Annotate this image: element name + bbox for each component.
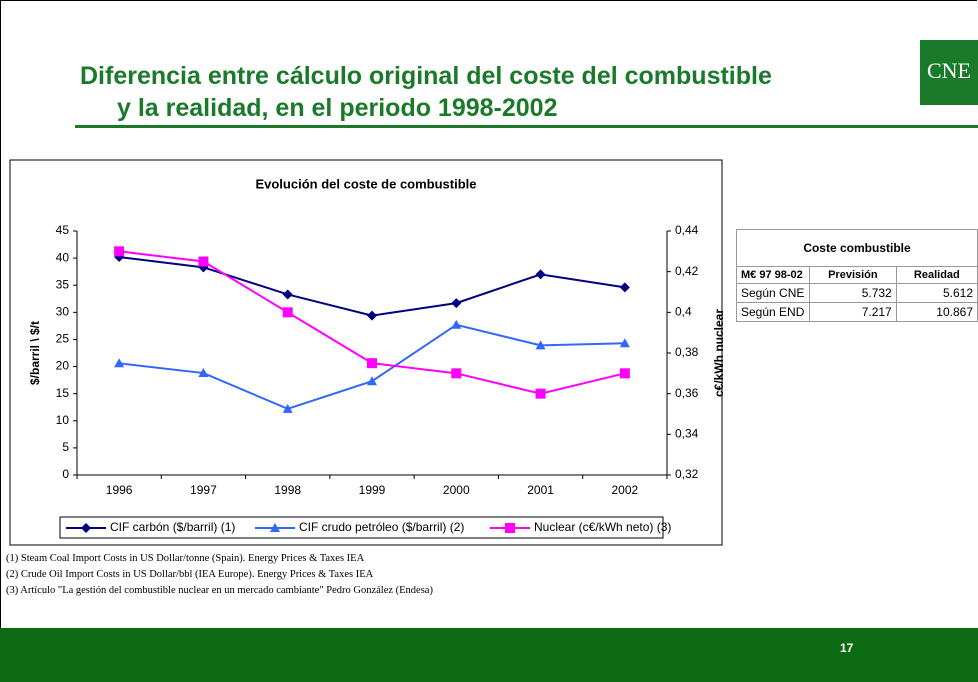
table-cell: Según CNE: [736, 283, 810, 303]
table-title: Coste combustible: [736, 229, 978, 267]
y2-tick-label: 0,32: [675, 467, 699, 481]
table-cell: 10.867: [895, 302, 978, 322]
data-table: Coste combustible M€ 97 98-02 Previsión …: [736, 229, 978, 322]
data-point: [535, 388, 546, 399]
footnote: (2) Crude Oil Import Costs in US Dollar/…: [6, 569, 374, 580]
data-point: [619, 368, 630, 379]
slide-border: [0, 0, 977, 628]
data-point: [619, 338, 630, 348]
x-tick-label: 1996: [106, 483, 133, 497]
y-tick-label: 35: [56, 277, 70, 291]
table-cell: 5.732: [809, 283, 897, 303]
table-cell: Según END: [736, 302, 810, 322]
y-tick-label: 40: [56, 250, 70, 264]
y2-tick-label: 0,4: [675, 305, 692, 319]
data-point: [451, 319, 462, 329]
x-tick-label: 1997: [190, 483, 217, 497]
data-point: [367, 376, 377, 386]
y-tick-label: 5: [62, 440, 69, 454]
chart-title: Evolución del coste de combustible: [255, 176, 476, 191]
y2-tick-label: 0,34: [675, 427, 699, 441]
y-tick-label: 30: [56, 305, 70, 319]
data-point: [198, 368, 209, 378]
data-point: [282, 307, 293, 318]
y2-tick-label: 0,44: [675, 223, 699, 237]
data-point: [282, 403, 293, 413]
table-header: M€ 97 98-02: [736, 266, 810, 284]
slide-title: Diferencia entre cálculo original del co…: [80, 62, 772, 90]
data-point: [535, 340, 546, 350]
y-tick-label: 20: [56, 359, 70, 373]
table-header: Realidad: [895, 266, 978, 284]
slide-title: y la realidad, en el periodo 1998-2002: [117, 94, 558, 122]
y-tick-label: 10: [56, 413, 70, 427]
legend-marker: [270, 523, 280, 532]
data-point: [451, 368, 462, 379]
logo: CNE: [920, 40, 978, 105]
y-tick-label: 15: [56, 386, 70, 400]
data-point: [367, 310, 377, 321]
x-tick-label: 2001: [527, 483, 554, 497]
data-point: [535, 269, 546, 280]
y2-axis-label: c€/kWh nuclear: [712, 309, 726, 397]
x-tick-label: 1998: [274, 483, 301, 497]
footer-bar: 17: [0, 628, 978, 682]
table-cell: 7.217: [809, 302, 897, 322]
x-tick-label: 1999: [359, 483, 386, 497]
footnote: (1) Steam Coal Import Costs in US Dollar…: [6, 553, 365, 564]
y-tick-label: 25: [56, 332, 70, 346]
legend-label: Nuclear (c€/kWh neto) (3): [534, 520, 671, 534]
table-header: Previsión: [809, 266, 897, 284]
legend-marker: [81, 523, 91, 533]
page-number: 17: [840, 641, 854, 655]
data-point: [198, 256, 209, 267]
legend-label: CIF carbón ($/barril) (1): [110, 520, 235, 534]
legend-label: CIF crudo petróleo ($/barril) (2): [299, 520, 464, 534]
data-point: [451, 298, 462, 309]
footnote: (3) Artículo "La gestión del combustible…: [6, 585, 433, 596]
data-point: [619, 282, 630, 293]
y2-tick-label: 0,38: [675, 345, 699, 359]
table-cell: 5.612: [895, 283, 978, 303]
data-point: [114, 246, 125, 257]
y2-tick-label: 0,42: [675, 264, 699, 278]
x-tick-label: 2002: [612, 483, 639, 497]
y-tick-label: 0: [62, 467, 69, 481]
data-point: [367, 358, 377, 369]
y2-tick-label: 0,36: [675, 386, 699, 400]
title-rule: [75, 125, 978, 128]
x-tick-label: 2000: [443, 483, 470, 497]
y-axis-label: $/barril \ $/t: [28, 321, 42, 385]
chart-frame: [9, 159, 723, 546]
y-tick-label: 45: [56, 223, 70, 237]
data-point: [282, 289, 293, 300]
data-point: [114, 358, 125, 368]
legend-marker: [505, 523, 515, 533]
